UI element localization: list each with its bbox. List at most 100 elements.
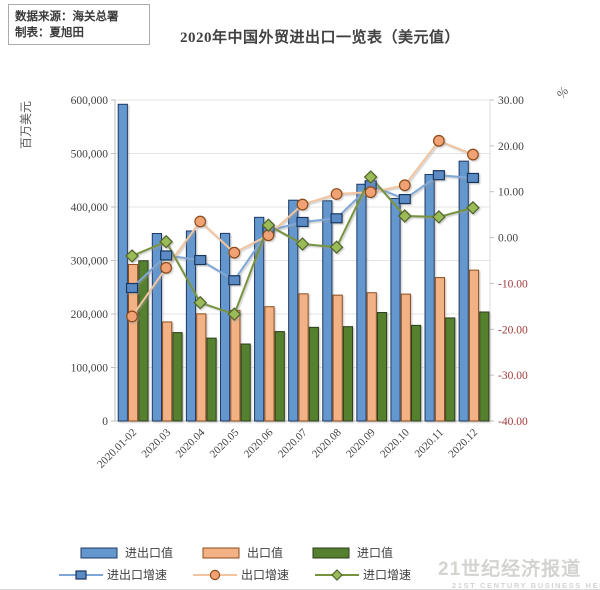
y-left-tick-label: 0 xyxy=(102,416,108,428)
bar-segment xyxy=(468,269,480,422)
bar-segment xyxy=(479,311,490,422)
diamond-marker xyxy=(159,234,173,249)
growth-line xyxy=(131,139,474,318)
circle-marker xyxy=(330,188,343,200)
x-tick-label: 2020.09 xyxy=(344,426,378,460)
diamond-marker xyxy=(397,209,412,223)
circle-marker xyxy=(126,310,138,323)
bar-segment xyxy=(274,331,285,422)
bar-segment xyxy=(356,183,367,422)
circle-marker xyxy=(467,148,479,161)
bar-segment xyxy=(400,293,411,422)
legend-item-import-bar: 进口值 xyxy=(309,544,393,561)
bar-segment xyxy=(411,324,422,422)
bar-segment xyxy=(366,292,377,422)
legend-row-bars: 进出口值 出口值 进口值 xyxy=(77,544,393,561)
y-left-tick-label: 600,000 xyxy=(71,95,109,107)
square-marker xyxy=(194,254,207,266)
y-right-axis-title: % xyxy=(553,84,572,102)
bar-segment xyxy=(172,332,183,422)
y-left-tick-label: 300,000 xyxy=(71,256,109,268)
y-right-tick-label: 0.00 xyxy=(498,233,518,245)
combo-chart: 600,000 500,000 400,000 300,000 200,000 100,0… xyxy=(19,84,572,471)
x-tick-label: 2020.04 xyxy=(174,426,208,460)
x-tick-label: 2020.08 xyxy=(310,426,344,460)
data-source-line: 数据来源：海关总署 xyxy=(15,11,119,23)
x-tick-label: 2020.11 xyxy=(413,427,446,460)
source-box: 数据来源：海关总署 制表：夏旭田 xyxy=(8,4,150,45)
circle-marker xyxy=(160,261,173,274)
legend-item-export-bar-label: 出口值 xyxy=(246,546,283,560)
circle-marker xyxy=(398,179,411,192)
author-line: 制表：夏旭田 xyxy=(15,27,84,39)
bar-segment xyxy=(151,233,162,422)
y-right-tick-label: -30.00 xyxy=(498,370,528,382)
legend-item-total-trade-bar-label: 进出口值 xyxy=(124,546,173,560)
legend-item-export-growth-line-label: 出口增速 xyxy=(240,568,289,582)
x-tick-label: 2020.03 xyxy=(139,426,173,460)
bar-segment xyxy=(206,337,217,422)
y-left-tick-label: 500,000 xyxy=(71,149,109,161)
bar-segment xyxy=(128,264,139,422)
bar-segment xyxy=(434,277,446,422)
bar-segment xyxy=(308,326,319,422)
y-right-tick-label: -10.00 xyxy=(498,278,528,290)
legend-item-export-growth-line: 出口增速 xyxy=(192,566,289,583)
bar-segment xyxy=(219,232,231,422)
diamond-marker xyxy=(227,307,242,322)
square-marker xyxy=(160,250,173,261)
circle-marker xyxy=(432,134,445,147)
y-right-tick-label: -40.00 xyxy=(498,416,528,428)
y-left-axis-title: 百万美元 xyxy=(19,101,33,149)
legend-item-total-trade-bar: 进出口值 xyxy=(77,544,173,561)
diamond-marker xyxy=(125,249,139,263)
y-left-tick-label: 200,000 xyxy=(71,309,109,321)
x-tick-label: 2020.05 xyxy=(208,426,242,460)
circle-marker xyxy=(364,186,377,199)
bar-segment xyxy=(240,343,251,422)
x-tick-label: 2020.10 xyxy=(378,426,412,460)
bar-segment xyxy=(424,174,435,422)
y-left-tick-label: 100,000 xyxy=(71,363,109,375)
bar-segment xyxy=(185,230,197,422)
bar-segment xyxy=(162,321,173,422)
circle-marker xyxy=(194,215,207,228)
legend-item-export-bar-swatch xyxy=(202,547,240,558)
bar-segment xyxy=(322,200,333,422)
x-tick-label: 2020.06 xyxy=(242,426,276,460)
diamond-marker xyxy=(466,200,480,215)
bar-segment xyxy=(230,309,241,422)
square-marker xyxy=(466,172,480,184)
bar-segment xyxy=(288,199,299,422)
chart-title: 2020年中国外贸进出口一览表（美元值） xyxy=(179,30,460,46)
square-marker xyxy=(432,170,445,181)
bar-segment xyxy=(332,294,343,422)
bar-segment xyxy=(138,260,149,422)
legend-item-export-growth-line-swatch xyxy=(192,569,237,580)
bar-segment xyxy=(390,197,401,422)
circle-marker xyxy=(296,198,309,211)
bar-segment xyxy=(117,103,128,422)
square-marker xyxy=(398,193,411,205)
bar-segment xyxy=(298,293,309,422)
legend-row-lines: 进出口增速 出口增速 进口增速 xyxy=(58,566,412,583)
diamond-marker xyxy=(329,240,344,255)
legend-item-import-growth-line-label: 进口增速 xyxy=(363,568,412,582)
y-right-tick-label: 20.00 xyxy=(498,141,524,153)
diamond-marker xyxy=(295,237,310,251)
bar-segment xyxy=(376,312,388,422)
bar-segment xyxy=(458,160,469,422)
legend-item-total-trade-growth-line-label: 进出口增速 xyxy=(106,568,167,582)
y-right-tick-label: 10.00 xyxy=(498,187,524,199)
legend-item-import-bar-label: 进口值 xyxy=(357,546,394,560)
diamond-marker xyxy=(193,295,208,310)
bar-segment xyxy=(445,317,456,422)
square-marker xyxy=(296,216,309,228)
legend-item-total-trade-growth-line: 进出口增速 xyxy=(58,566,167,583)
y-right-tick-label: -20.00 xyxy=(498,324,528,336)
bar-segment xyxy=(196,313,207,422)
legend-item-import-growth-line-swatch xyxy=(315,568,359,581)
legend-item-total-trade-growth-line-swatch xyxy=(58,569,103,580)
circle-marker xyxy=(228,246,241,259)
diamond-marker xyxy=(363,170,378,184)
